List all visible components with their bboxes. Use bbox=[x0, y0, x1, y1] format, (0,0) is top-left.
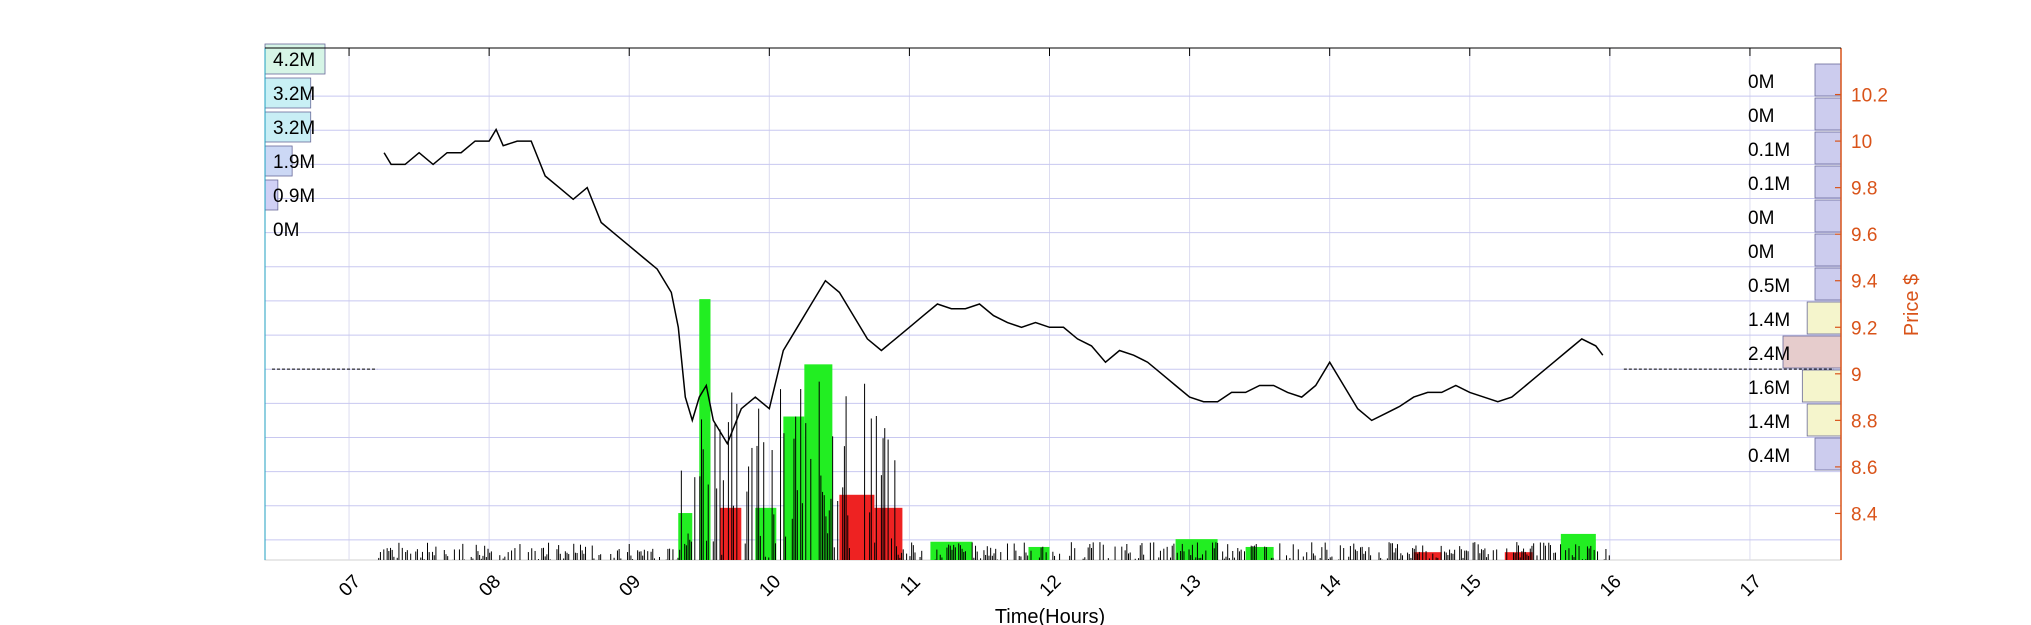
y-tick-label: 9.4 bbox=[1851, 272, 1878, 293]
volume-bar-down bbox=[839, 494, 875, 560]
right-profile-label: 0M bbox=[1748, 242, 1774, 263]
right-profile-bar bbox=[1814, 97, 1842, 131]
price-line bbox=[272, 127, 1834, 446]
right-profile-bar bbox=[1814, 437, 1842, 471]
volume-bar-down bbox=[1413, 552, 1442, 560]
right-profile-label: 2.4M bbox=[1748, 344, 1790, 365]
volume-bars bbox=[378, 299, 1610, 560]
x-tick-label: 14 bbox=[1316, 571, 1346, 601]
right-profile-label: 0.4M bbox=[1748, 446, 1790, 467]
left-profile-bar bbox=[264, 111, 312, 143]
x-tick-label: 07 bbox=[335, 571, 365, 601]
left-profile-label: 3.2M bbox=[273, 84, 315, 105]
y-tick-label: 8.6 bbox=[1851, 458, 1877, 479]
x-tick-label: 11 bbox=[896, 572, 925, 601]
x-tick-label: 15 bbox=[1456, 571, 1486, 601]
left-volume-profile: 4.2M 3.2M 3.2M 1.9M 0.9M 0M bbox=[264, 43, 326, 241]
right-profile-bar bbox=[1814, 267, 1842, 301]
right-profile-label: 1.6M bbox=[1748, 378, 1790, 399]
right-profile-label: 0.1M bbox=[1748, 140, 1790, 161]
x-tick-label: 13 bbox=[1176, 571, 1206, 601]
right-profile-bar bbox=[1814, 199, 1842, 233]
x-tick-label: 08 bbox=[475, 571, 505, 601]
y-tick-label: 9.8 bbox=[1851, 179, 1877, 200]
price-series-line bbox=[383, 127, 1604, 446]
y-tick-label: 10.2 bbox=[1851, 86, 1888, 107]
y-tick-label: 10 bbox=[1851, 132, 1872, 153]
plot-area bbox=[264, 47, 1842, 561]
left-profile-label: 0M bbox=[273, 220, 299, 241]
volume-bar-up bbox=[1245, 546, 1274, 560]
y-tick-label: 8.8 bbox=[1851, 411, 1877, 432]
right-profile-label: 0.5M bbox=[1748, 276, 1790, 297]
x-axis-title: Time(Hours) bbox=[995, 606, 1105, 625]
left-profile-label: 3.2M bbox=[273, 118, 315, 139]
right-profile-bar bbox=[1814, 165, 1842, 199]
y-tick-label: 9 bbox=[1851, 365, 1862, 386]
grid-lines bbox=[265, 48, 1841, 560]
volume-bar-up bbox=[699, 299, 711, 560]
x-tick-label: 10 bbox=[755, 571, 785, 601]
left-profile-bar bbox=[264, 145, 293, 177]
y-tick-label: 8.4 bbox=[1851, 504, 1878, 525]
left-profile-label: 4.2M bbox=[273, 50, 315, 71]
x-tick-label: 16 bbox=[1596, 571, 1626, 601]
y-tick-label: 9.2 bbox=[1851, 318, 1877, 339]
right-profile-bar bbox=[1814, 233, 1842, 267]
left-profile-bar bbox=[264, 77, 312, 109]
right-profile-bar bbox=[1801, 369, 1842, 403]
x-tick-label: 12 bbox=[1036, 571, 1066, 601]
left-profile-label: 1.9M bbox=[273, 152, 315, 173]
right-profile-label: 0M bbox=[1748, 106, 1774, 127]
right-profile-label: 0.1M bbox=[1748, 174, 1790, 195]
right-profile-label: 1.4M bbox=[1748, 412, 1790, 433]
y-axis-title: Price $ bbox=[1901, 274, 1923, 336]
left-profile-label: 0.9M bbox=[273, 186, 315, 207]
volume-bar-down bbox=[720, 507, 742, 560]
right-profile-bar bbox=[1814, 131, 1842, 165]
right-profile-bar bbox=[1782, 335, 1842, 369]
right-profile-label: 1.4M bbox=[1748, 310, 1790, 331]
y-axis-ticks: 8.4 8.6 8.8 9 9.2 9.4 9.6 9.8 10 10.2 bbox=[1835, 86, 1888, 525]
x-tick-label: 09 bbox=[615, 571, 645, 601]
left-profile-bar bbox=[264, 43, 326, 75]
y-tick-label: 9.6 bbox=[1851, 225, 1877, 246]
volume-bar-up bbox=[804, 364, 833, 560]
right-profile-bar bbox=[1806, 301, 1842, 335]
right-profile-bar bbox=[1814, 63, 1842, 97]
volume-bar-up bbox=[1175, 539, 1218, 560]
right-profile-label: 0M bbox=[1748, 72, 1774, 93]
right-profile-label: 0M bbox=[1748, 208, 1774, 229]
volume-bar-up bbox=[1560, 533, 1596, 560]
x-tick-label: 17 bbox=[1736, 571, 1766, 601]
volume-bar-up bbox=[1028, 546, 1050, 560]
